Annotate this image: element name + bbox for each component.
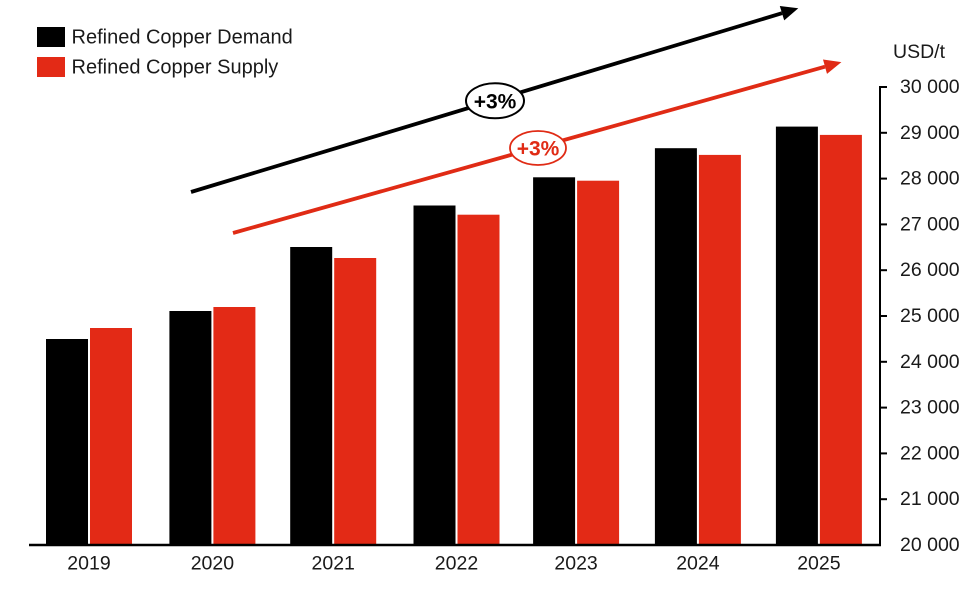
- svg-text:2020: 2020: [191, 553, 235, 575]
- svg-text:Refined Copper Demand: Refined Copper Demand: [72, 27, 293, 49]
- svg-text:24 000: 24 000: [900, 351, 960, 373]
- svg-text:26 000: 26 000: [900, 259, 960, 281]
- svg-text:Refined Copper Supply: Refined Copper Supply: [72, 57, 279, 79]
- svg-text:30 000: 30 000: [900, 76, 960, 98]
- svg-text:21 000: 21 000: [900, 488, 960, 510]
- svg-text:20 000: 20 000: [900, 534, 960, 556]
- svg-text:25 000: 25 000: [900, 305, 960, 327]
- svg-text:22 000: 22 000: [900, 442, 960, 464]
- svg-text:2019: 2019: [67, 553, 110, 575]
- svg-text:23 000: 23 000: [900, 397, 960, 419]
- svg-text:27 000: 27 000: [900, 213, 960, 235]
- svg-text:28 000: 28 000: [900, 168, 960, 190]
- svg-text:2022: 2022: [435, 553, 478, 575]
- svg-text:+3%: +3%: [474, 90, 517, 113]
- svg-text:+3%: +3%: [517, 138, 560, 161]
- svg-text:29 000: 29 000: [900, 122, 960, 144]
- svg-text:2025: 2025: [797, 553, 841, 575]
- svg-text:2021: 2021: [312, 553, 355, 575]
- svg-text:2024: 2024: [676, 553, 720, 575]
- svg-text:2023: 2023: [554, 553, 597, 575]
- svg-text:USD/t: USD/t: [893, 41, 946, 63]
